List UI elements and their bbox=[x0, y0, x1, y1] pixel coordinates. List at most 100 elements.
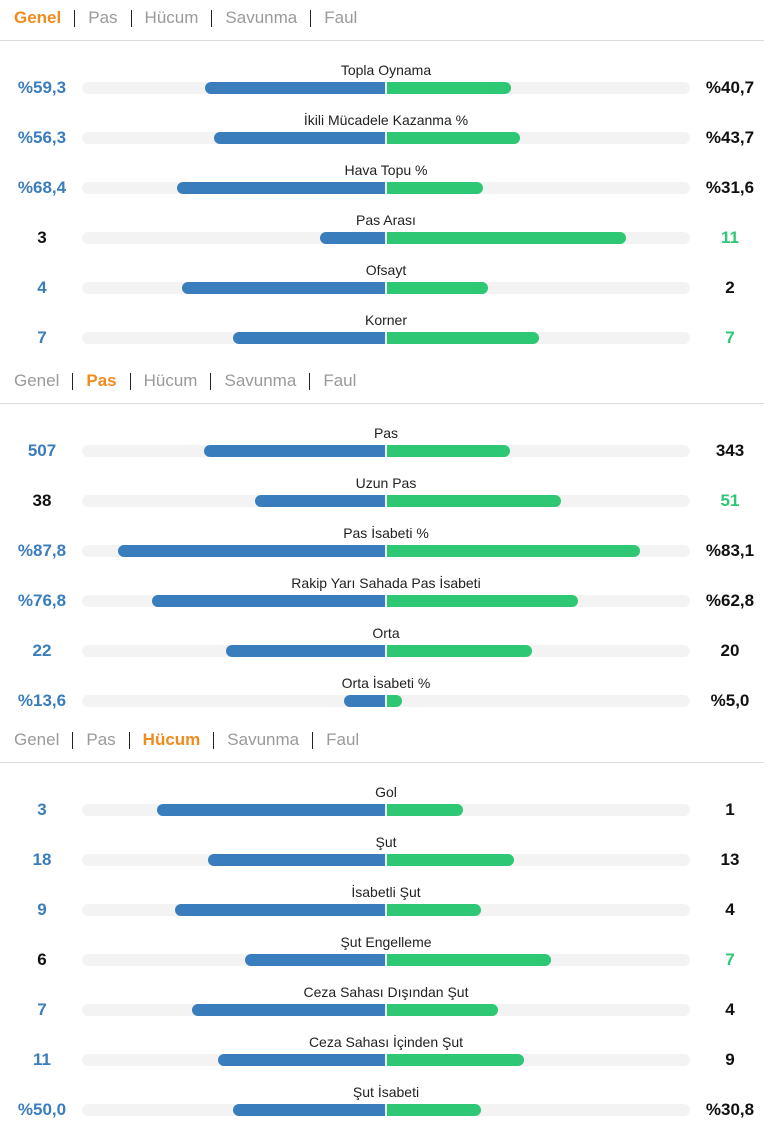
stat-row: 4 Ofsayt 2 bbox=[0, 263, 778, 313]
stat-row: %76,8 Rakip Yarı Sahada Pas İsabeti %62,8 bbox=[0, 576, 778, 626]
away-value: 4 bbox=[725, 1000, 735, 1019]
home-bar-fill bbox=[204, 445, 385, 457]
stat-bar bbox=[82, 804, 690, 816]
away-bar-fill bbox=[387, 1054, 524, 1066]
tab-4[interactable]: Savunma bbox=[225, 8, 298, 27]
stat-row: 6 Şut Engelleme 7 bbox=[0, 935, 778, 985]
stat-row: 3 Gol 1 bbox=[0, 785, 778, 835]
tab-4[interactable]: Savunma bbox=[227, 730, 300, 749]
stat-row: %59,3 Topla Oynama %40,7 bbox=[0, 63, 778, 113]
tab-3[interactable]: Hücum bbox=[144, 8, 199, 27]
away-value: 343 bbox=[715, 441, 745, 460]
tab-1[interactable]: Genel bbox=[14, 8, 62, 27]
home-value: 3 bbox=[37, 228, 47, 247]
home-bar-fill bbox=[233, 332, 385, 344]
stat-row: %13,6 Orta İsabeti % %5,0 bbox=[0, 676, 778, 726]
home-bar-fill bbox=[245, 954, 385, 966]
stat-bar bbox=[82, 495, 690, 507]
home-bar-fill bbox=[218, 1054, 385, 1066]
tab-1[interactable]: Genel bbox=[14, 730, 60, 749]
home-value: %59,3 bbox=[17, 78, 67, 97]
away-value: 2 bbox=[725, 278, 735, 297]
stat-label: İkili Mücadele Kazanma % bbox=[303, 112, 469, 128]
stat-label: Orta bbox=[372, 625, 400, 641]
away-value: %5,0 bbox=[710, 691, 750, 710]
away-value: %30,8 bbox=[705, 1100, 755, 1119]
stats-section-pas: Genel Pas Hücum Savunma Faul 507 Pas 343 38 Uzun … bbox=[0, 363, 778, 723]
stat-label: Hava Topu % bbox=[344, 162, 428, 178]
tab-separator bbox=[72, 372, 74, 390]
stat-row: 7 Ceza Sahası Dışından Şut 4 bbox=[0, 985, 778, 1035]
home-value: %68,4 bbox=[17, 178, 67, 197]
tab-2[interactable]: Pas bbox=[86, 730, 116, 749]
stat-label: İsabetli Şut bbox=[351, 884, 421, 900]
home-value: 11 bbox=[33, 1050, 51, 1069]
divider bbox=[0, 403, 764, 404]
home-value: %13,6 bbox=[17, 691, 67, 710]
away-value: %83,1 bbox=[705, 541, 755, 560]
tab-5[interactable]: Faul bbox=[323, 371, 357, 390]
tab-separator bbox=[210, 372, 212, 390]
stat-row: 3 Pas Arası 11 bbox=[0, 213, 778, 263]
away-bar-fill bbox=[387, 132, 520, 144]
stat-bar bbox=[82, 82, 690, 94]
stat-bar bbox=[82, 1054, 690, 1066]
home-bar-fill bbox=[182, 282, 385, 294]
stats-section-hücum: Genel Pas Hücum Savunma Faul 3 Gol 1 18 Şut 13 9 İsa… bbox=[0, 722, 778, 1119]
away-bar-fill bbox=[387, 282, 488, 294]
away-value: 7 bbox=[725, 950, 735, 969]
tab-separator bbox=[129, 372, 131, 390]
stat-bar bbox=[82, 232, 690, 244]
home-value: 3 bbox=[37, 800, 47, 819]
tab-separator bbox=[310, 9, 312, 27]
tab-separator bbox=[74, 9, 76, 27]
away-bar-fill bbox=[387, 595, 578, 607]
tab-separator bbox=[128, 731, 130, 749]
divider bbox=[0, 40, 764, 41]
away-bar-fill bbox=[387, 954, 551, 966]
home-value: 507 bbox=[27, 441, 57, 460]
home-bar-fill bbox=[157, 804, 385, 816]
tab-1[interactable]: Genel bbox=[14, 371, 60, 390]
tab-3[interactable]: Hücum bbox=[142, 730, 201, 749]
stat-label: Ceza Sahası Dışından Şut bbox=[303, 984, 469, 1000]
away-value: 1 bbox=[725, 800, 735, 819]
home-value: 9 bbox=[37, 900, 47, 919]
away-bar-fill bbox=[387, 1004, 498, 1016]
home-value: %56,3 bbox=[17, 128, 67, 147]
away-bar-fill bbox=[387, 854, 514, 866]
stat-label: Uzun Pas bbox=[355, 475, 417, 491]
tab-5[interactable]: Faul bbox=[324, 8, 358, 27]
away-value: 11 bbox=[721, 228, 739, 247]
stat-row: %87,8 Pas İsabeti % %83,1 bbox=[0, 526, 778, 576]
away-bar-fill bbox=[387, 545, 640, 557]
home-bar-fill bbox=[192, 1004, 385, 1016]
tab-separator bbox=[72, 731, 74, 749]
stat-label: Şut bbox=[375, 834, 397, 850]
home-value: %76,8 bbox=[17, 591, 67, 610]
stat-row: 9 İsabetli Şut 4 bbox=[0, 885, 778, 935]
tab-3[interactable]: Hücum bbox=[143, 371, 198, 390]
stat-label: Pas Arası bbox=[356, 212, 416, 228]
home-bar-fill bbox=[177, 182, 385, 194]
away-value: 13 bbox=[720, 850, 740, 869]
stat-label: Orta İsabeti % bbox=[341, 675, 431, 691]
stat-row: 22 Orta 20 bbox=[0, 626, 778, 676]
stat-row: 7 Korner 7 bbox=[0, 313, 778, 363]
stat-row: %68,4 Hava Topu % %31,6 bbox=[0, 163, 778, 213]
tab-5[interactable]: Faul bbox=[326, 730, 360, 749]
stat-row: 11 Ceza Sahası İçinden Şut 9 bbox=[0, 1035, 778, 1085]
stat-bar bbox=[82, 332, 690, 344]
tab-2[interactable]: Pas bbox=[86, 371, 117, 390]
home-bar-fill bbox=[118, 545, 385, 557]
home-bar-fill bbox=[208, 854, 385, 866]
away-value: 7 bbox=[725, 328, 735, 347]
tab-4[interactable]: Savunma bbox=[224, 371, 297, 390]
home-bar-fill bbox=[214, 132, 385, 144]
tab-2[interactable]: Pas bbox=[88, 8, 118, 27]
tab-separator bbox=[211, 9, 213, 27]
stat-label: Şut Engelleme bbox=[340, 934, 432, 950]
away-value: %62,8 bbox=[705, 591, 755, 610]
home-bar-fill bbox=[175, 904, 385, 916]
stat-row: 38 Uzun Pas 51 bbox=[0, 476, 778, 526]
